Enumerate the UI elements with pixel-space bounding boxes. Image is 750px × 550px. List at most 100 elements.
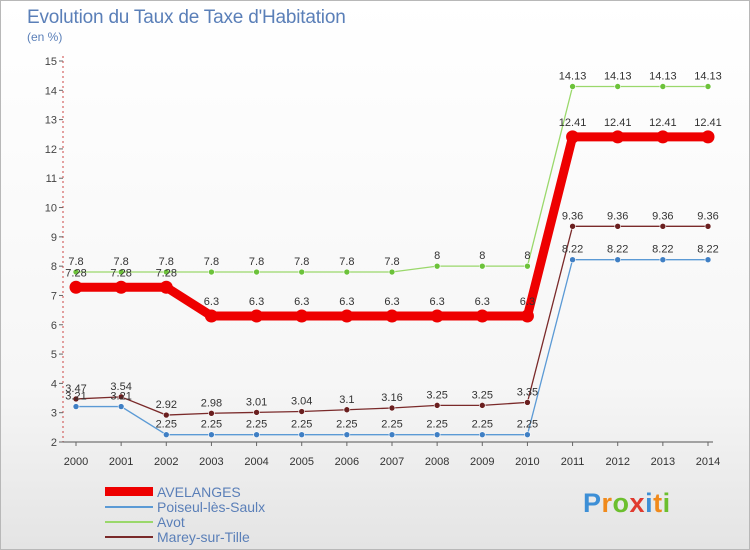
data-label: 7.28 bbox=[110, 267, 131, 279]
y-tick-label: 12 bbox=[45, 144, 57, 156]
legend: AVELANGES Poiseul-lès-Saulx Avot Marey-s… bbox=[105, 485, 405, 545]
data-point bbox=[388, 404, 396, 412]
y-tick-label: 8 bbox=[51, 261, 57, 273]
data-label: 7.8 bbox=[294, 256, 309, 268]
chart-title: Evolution du Taux de Taxe d'Habitation bbox=[27, 7, 346, 28]
data-point bbox=[69, 280, 83, 294]
data-label: 8.22 bbox=[607, 244, 628, 256]
legend-item-avelanges: AVELANGES bbox=[105, 485, 405, 500]
data-label: 3.25 bbox=[472, 389, 493, 401]
x-tick-label: 2012 bbox=[605, 456, 629, 468]
line-chart: 2 3 4 5 6 7 8 9 10 11 12 13 14 15 2000 2001 2002 2003 2004… bbox=[45, 56, 722, 468]
data-label: 2.92 bbox=[156, 399, 177, 411]
y-tick-label: 10 bbox=[45, 203, 57, 215]
data-point bbox=[117, 403, 125, 410]
data-label: 12.41 bbox=[604, 117, 632, 129]
data-point bbox=[475, 309, 489, 323]
data-label: 2.25 bbox=[201, 419, 222, 431]
data-label: 8 bbox=[524, 250, 530, 262]
data-label: 8.22 bbox=[562, 244, 583, 256]
data-label: 3.21 bbox=[110, 391, 131, 403]
data-label: 7.28 bbox=[65, 267, 86, 279]
data-label: 3.47 bbox=[65, 383, 86, 395]
data-point bbox=[117, 393, 125, 401]
data-label: 2.25 bbox=[517, 419, 538, 431]
data-label: 2.25 bbox=[381, 419, 402, 431]
data-label: 9.36 bbox=[697, 210, 718, 222]
data-point bbox=[204, 309, 218, 323]
data-point bbox=[295, 309, 309, 323]
data-label: 2.25 bbox=[291, 419, 312, 431]
data-point bbox=[478, 431, 486, 438]
data-point bbox=[430, 309, 444, 323]
data-point bbox=[524, 431, 531, 438]
data-point bbox=[524, 262, 531, 270]
data-point bbox=[614, 222, 622, 230]
data-label: 8 bbox=[434, 250, 440, 262]
data-point bbox=[704, 83, 712, 90]
data-label: 14.13 bbox=[559, 70, 587, 82]
x-tick-label: 2001 bbox=[109, 456, 133, 468]
data-point bbox=[611, 130, 625, 144]
data-label: 3.54 bbox=[110, 381, 131, 393]
data-label: 3.1 bbox=[339, 394, 354, 406]
data-point bbox=[208, 431, 215, 438]
data-point bbox=[569, 256, 576, 264]
logo-letter: x bbox=[629, 488, 646, 518]
data-point bbox=[704, 256, 712, 264]
data-point bbox=[433, 262, 441, 270]
data-point bbox=[524, 399, 531, 406]
x-tick-label: 2003 bbox=[199, 456, 223, 468]
y-tick-label: 5 bbox=[51, 349, 57, 361]
data-point bbox=[253, 268, 260, 276]
legend-label-avot: Avot bbox=[157, 514, 185, 530]
data-point bbox=[433, 431, 441, 438]
data-point bbox=[701, 130, 715, 144]
data-label: 6.3 bbox=[204, 296, 219, 308]
data-label: 7.8 bbox=[159, 256, 174, 268]
legend-swatch-avot bbox=[105, 521, 153, 523]
data-point bbox=[385, 309, 399, 323]
data-label: 7.8 bbox=[249, 256, 264, 268]
data-point bbox=[340, 309, 354, 323]
data-label: 14.13 bbox=[694, 70, 722, 82]
data-point bbox=[162, 411, 170, 419]
data-label: 6.3 bbox=[520, 296, 535, 308]
data-label: 12.41 bbox=[649, 117, 677, 129]
x-tick-label: 2000 bbox=[64, 456, 88, 468]
data-point bbox=[253, 409, 260, 416]
data-point bbox=[388, 268, 396, 276]
x-tick-label: 2013 bbox=[651, 456, 675, 468]
x-tick-label: 2010 bbox=[515, 456, 539, 468]
legend-swatch-avelanges bbox=[105, 487, 153, 496]
legend-label-marey: Marey-sur-Tille bbox=[157, 529, 250, 545]
data-point bbox=[253, 431, 260, 438]
data-label: 14.13 bbox=[649, 70, 677, 82]
data-label: 14.13 bbox=[604, 70, 632, 82]
proxiti-logo: Proxiti bbox=[583, 488, 671, 519]
legend-swatch-marey bbox=[105, 536, 153, 538]
x-tick-label: 2007 bbox=[380, 456, 404, 468]
data-label: 8.22 bbox=[697, 244, 718, 256]
data-point bbox=[343, 268, 351, 276]
y-tick-label: 3 bbox=[51, 408, 57, 420]
data-point bbox=[659, 83, 667, 90]
y-tick-label: 4 bbox=[51, 378, 57, 390]
legend-swatch-poiseul bbox=[105, 506, 153, 508]
data-label: 9.36 bbox=[652, 210, 673, 222]
data-point bbox=[566, 130, 580, 144]
data-label: 2.25 bbox=[426, 419, 447, 431]
y-tick-label: 13 bbox=[45, 115, 57, 127]
data-point bbox=[569, 222, 576, 230]
legend-label-avelanges: AVELANGES bbox=[157, 484, 241, 500]
data-point bbox=[117, 268, 125, 276]
y-tick-label: 6 bbox=[51, 320, 57, 332]
data-point bbox=[569, 83, 576, 90]
data-label: 2.25 bbox=[156, 419, 177, 431]
x-tick-label: 2011 bbox=[561, 456, 585, 468]
legend-label-poiseul: Poiseul-lès-Saulx bbox=[157, 499, 266, 515]
data-label: 3.16 bbox=[381, 392, 402, 404]
data-point bbox=[162, 431, 170, 438]
data-label: 6.3 bbox=[294, 296, 309, 308]
